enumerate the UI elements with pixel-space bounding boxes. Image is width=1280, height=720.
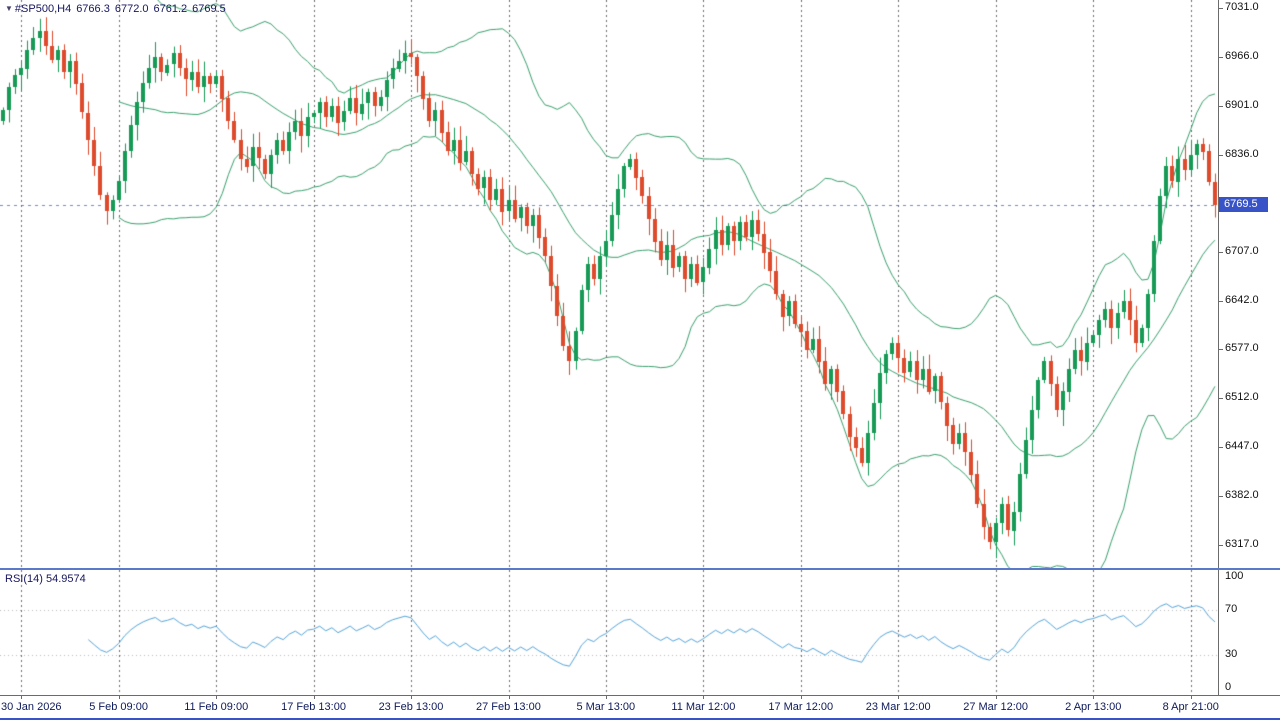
- price-tick-label: 7031.0: [1225, 1, 1259, 14]
- quote-open: 6766.3: [76, 3, 110, 15]
- symbol-name: #SP500,H4: [14, 3, 72, 15]
- date-label: 11 Mar 12:00: [671, 701, 736, 713]
- rsi-indicator-label: RSI(14) 54.9574: [5, 573, 86, 585]
- price-tick-label: 6901.0: [1225, 98, 1259, 111]
- quote-low: 6761.2: [153, 3, 188, 15]
- axis-tick-mark: [119, 696, 120, 699]
- axis-tick-mark: [509, 696, 510, 699]
- candlestick-chart-canvas[interactable]: [0, 0, 1218, 568]
- indicator-panel-divider[interactable]: [0, 568, 1280, 570]
- date-label: 27 Mar 12:00: [963, 701, 1029, 713]
- price-tick-label: 6512.0: [1225, 391, 1259, 404]
- axis-tick-mark: [1219, 349, 1223, 350]
- price-tick-label: 6707.0: [1225, 244, 1259, 257]
- date-label: 30 Jan 2026: [1, 701, 62, 713]
- axis-tick-mark: [898, 696, 899, 699]
- quote-close: 6769.5: [192, 3, 226, 15]
- axis-tick-mark: [1219, 57, 1223, 58]
- axis-tick-mark: [1219, 301, 1223, 302]
- rsi-chart-canvas[interactable]: [0, 570, 1218, 695]
- axis-tick-mark: [1219, 8, 1223, 9]
- date-label: 5 Feb 09:00: [89, 701, 148, 713]
- date-label: 2 Apr 13:00: [1065, 701, 1122, 713]
- date-label: 5 Mar 13:00: [576, 701, 636, 713]
- date-label: 23 Mar 12:00: [865, 701, 931, 713]
- axis-tick-mark: [996, 696, 997, 699]
- axis-tick-mark: [1219, 545, 1223, 546]
- price-tick-label: 6317.0: [1225, 537, 1259, 550]
- rsi-tick-label: 70: [1225, 603, 1238, 616]
- axis-tick-mark: [1219, 447, 1223, 448]
- current-price-badge: 6769.5: [1219, 196, 1268, 212]
- date-label: 27 Feb 13:00: [476, 701, 541, 713]
- price-axis[interactable]: 7031.0 6966.0 6901.0 6836.0 6707.0 6642.0 6577…: [1218, 0, 1280, 568]
- axis-tick-mark: [801, 696, 802, 699]
- axis-tick-mark: [216, 696, 217, 699]
- axis-tick-mark: [1219, 155, 1223, 156]
- rsi-scale-axis[interactable]: 100 70 30 0: [1218, 570, 1280, 695]
- axis-tick-mark: [314, 696, 315, 699]
- date-label: 8 Apr 21:00: [1162, 701, 1219, 713]
- axis-tick-mark: [703, 696, 704, 699]
- axis-tick-mark: [411, 696, 412, 699]
- date-label: 11 Feb 09:00: [184, 701, 249, 713]
- price-tick-label: 6642.0: [1225, 293, 1259, 306]
- quote-high: 6772.0: [114, 3, 149, 15]
- axis-tick-mark: [1219, 398, 1223, 399]
- axis-tick-mark: [1093, 696, 1094, 699]
- time-axis[interactable]: 30 Jan 2026 5 Feb 09:00 11 Feb 09:00 17 Feb…: [0, 695, 1280, 719]
- axis-tick-mark: [1219, 252, 1223, 253]
- axis-tick-mark: [1191, 696, 1192, 699]
- symbol-marker-icon: ▼: [5, 4, 13, 13]
- date-label: 17 Mar 12:00: [768, 701, 834, 713]
- date-label: 17 Feb 13:00: [281, 701, 346, 713]
- rsi-tick-label: 100: [1225, 570, 1244, 582]
- window-bottom-border: [0, 718, 1280, 720]
- rsi-tick-label: 0: [1225, 681, 1232, 693]
- axis-tick-mark: [606, 696, 607, 699]
- price-tick-label: 6966.0: [1225, 50, 1259, 63]
- axis-tick-mark: [1219, 496, 1223, 497]
- date-label: 23 Feb 13:00: [378, 701, 444, 713]
- chart-quote-header: ▼ #SP500,H4 6766.3 6772.0 6761.2 6769.5: [5, 3, 226, 15]
- price-tick-label: 6382.0: [1225, 488, 1259, 501]
- rsi-tick-label: 30: [1225, 647, 1238, 660]
- axis-tick-mark: [1219, 106, 1223, 107]
- price-tick-label: 6836.0: [1225, 147, 1259, 160]
- price-tick-label: 6577.0: [1225, 342, 1259, 355]
- price-tick-label: 6447.0: [1225, 440, 1259, 453]
- axis-tick-mark: [21, 696, 22, 699]
